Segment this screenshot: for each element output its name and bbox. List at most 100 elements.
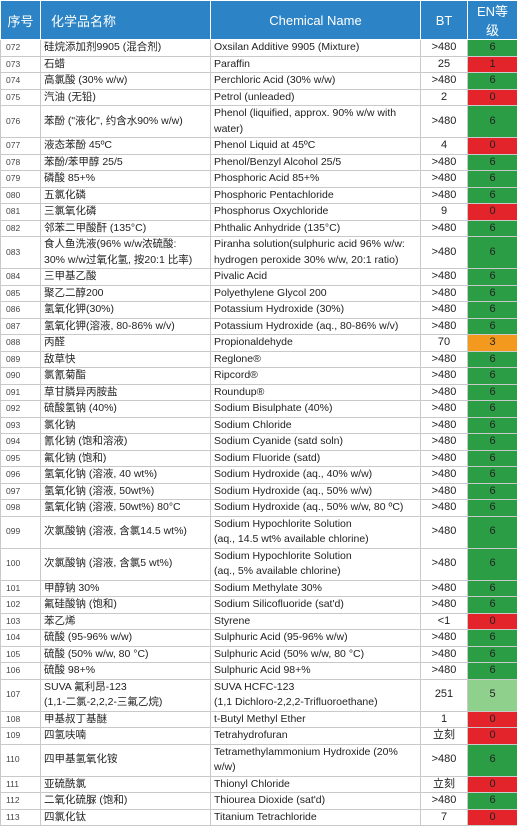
en-level: 6 [468,351,517,368]
chinese-name: 五氯化磷 [41,187,211,204]
breakthrough-time: 4 [421,138,468,155]
chinese-name: 三氯氧化磷 [41,204,211,221]
chemical-name: Sodium Methylate 30% [211,580,421,597]
breakthrough-time: >480 [421,237,468,269]
chinese-name: 甲基叔丁基醚 [41,711,211,728]
chemical-name: Pivalic Acid [211,269,421,286]
row-number: 106 [1,663,41,680]
chemical-name: Phosphoric Acid 85+% [211,171,421,188]
breakthrough-time: >480 [421,106,468,138]
en-level: 6 [468,483,517,500]
breakthrough-time: >480 [421,548,468,580]
en-level: 6 [468,171,517,188]
breakthrough-time: >480 [421,744,468,776]
row-number: 098 [1,500,41,517]
en-level: 6 [468,793,517,810]
page-body: {"table": { "header": ["序号", "化学品名称", "C… [0,0,517,800]
chemical-name: Sodium Chloride [211,417,421,434]
row-number: 104 [1,630,41,647]
en-level: 0 [468,204,517,221]
row-number: 078 [1,154,41,171]
en-level: 6 [468,302,517,319]
en-level: 0 [468,776,517,793]
row-number: 085 [1,285,41,302]
chinese-name: 苯乙烯 [41,613,211,630]
breakthrough-time: >480 [421,663,468,680]
breakthrough-time: 立刻 [421,776,468,793]
breakthrough-time: >480 [421,171,468,188]
en-level: 6 [468,187,517,204]
chemical-name: Phosphorus Oxychloride [211,204,421,221]
breakthrough-time: >480 [421,220,468,237]
chemical-name: Sodium Hydroxide (aq., 40% w/w) [211,467,421,484]
breakthrough-time: >480 [421,351,468,368]
chemical-name: Ripcord® [211,368,421,385]
breakthrough-time: >480 [421,580,468,597]
row-number: 073 [1,56,41,73]
en-level: 6 [468,434,517,451]
chinese-name: 硫酸 98+% [41,663,211,680]
breakthrough-time: >480 [421,450,468,467]
chinese-name: 硫酸 (50% w/w, 80 °C) [41,646,211,663]
row-number: 084 [1,269,41,286]
breakthrough-time: 7 [421,809,468,826]
chinese-name: 硅烷添加剂9905 (混合剂) [41,40,211,57]
breakthrough-time: >480 [421,187,468,204]
en-level: 6 [468,220,517,237]
en-level: 0 [468,89,517,106]
row-number: 102 [1,597,41,614]
row-number: 097 [1,483,41,500]
en-level: 6 [468,106,517,138]
en-level: 6 [468,269,517,286]
breakthrough-time: >480 [421,483,468,500]
chinese-name: 四甲基氢氧化铵 [41,744,211,776]
row-number: 107 [1,679,41,711]
chemical-name: Sodium Hydroxide (aq., 50% w/w) [211,483,421,500]
row-number: 101 [1,580,41,597]
en-level: 6 [468,237,517,269]
chemical-name: Tetrahydrofuran [211,728,421,745]
row-number: 103 [1,613,41,630]
chinese-name: 聚乙二醇200 [41,285,211,302]
breakthrough-time: >480 [421,516,468,548]
chemical-name: Titanium Tetrachloride [211,809,421,826]
breakthrough-time: >480 [421,73,468,90]
en-level: 5 [468,679,517,711]
row-number: 077 [1,138,41,155]
chinese-name: 次氯酸钠 (溶液, 含氯14.5 wt%) [41,516,211,548]
chinese-name: 苯酚 ("液化", 约含水90% w/w) [41,106,211,138]
row-number: 081 [1,204,41,221]
en-level: 6 [468,500,517,517]
breakthrough-time: 251 [421,679,468,711]
header-cell: 化学品名称 [41,1,211,40]
row-number: 076 [1,106,41,138]
row-number: 110 [1,744,41,776]
row-number: 094 [1,434,41,451]
en-level: 3 [468,335,517,352]
en-level: 0 [468,728,517,745]
header-row: 序号 化学品名称 Chemical Name BT EN等级 [1,1,517,40]
row-number: 112 [1,793,41,810]
row-number: 111 [1,776,41,793]
